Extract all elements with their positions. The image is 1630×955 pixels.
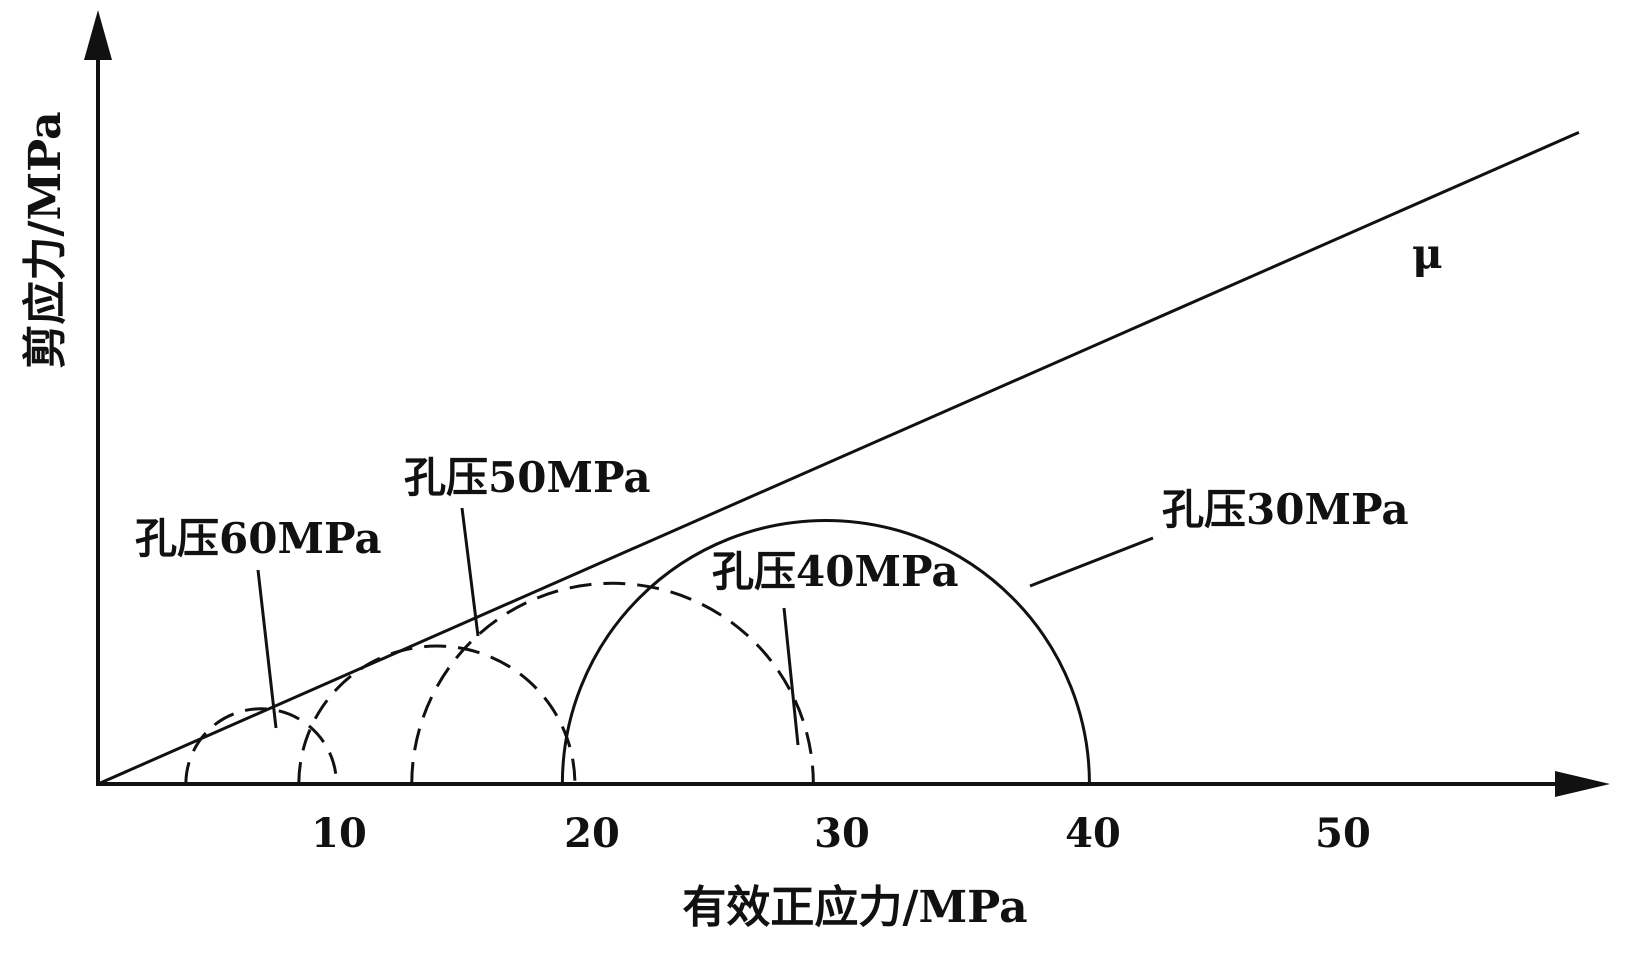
x-tick-label: 10 [311,810,367,857]
circle-label-pore-50: 孔压50MPa [404,453,651,502]
leader-line-pore-40 [782,607,800,746]
mohr-circle-pore-50 [297,644,577,785]
mohr-circles [184,518,1091,785]
circle-label-pore-30: 孔压30MPa [1162,485,1409,534]
x-tick-label: 20 [564,810,620,857]
circle-label-pore-40: 孔压40MPa [712,547,959,596]
y-axis-arrow-icon [84,10,112,60]
x-axis-arrow-icon [1555,771,1610,797]
x-tick-label: 30 [814,810,870,857]
leader-line-pore-50 [460,507,480,637]
x-tick-label: 40 [1065,810,1121,857]
x-tick-label: 50 [1315,810,1371,857]
mohr-circle-pore-60 [184,707,338,785]
failure-line-label: μ [1412,229,1443,278]
failure-envelope-line [97,131,1580,786]
leader-line-pore-60 [256,569,278,729]
circle-label-pore-60: 孔压60MPa [135,514,382,563]
mohr-circle-pore-30 [560,518,1091,785]
leader-line-pore-30 [1029,536,1154,588]
mohr-circle-pore-40 [410,581,815,785]
x-axis-title: 有效正应力/MPa [682,882,1027,933]
y-axis-title: 剪应力/MPa [20,111,71,368]
